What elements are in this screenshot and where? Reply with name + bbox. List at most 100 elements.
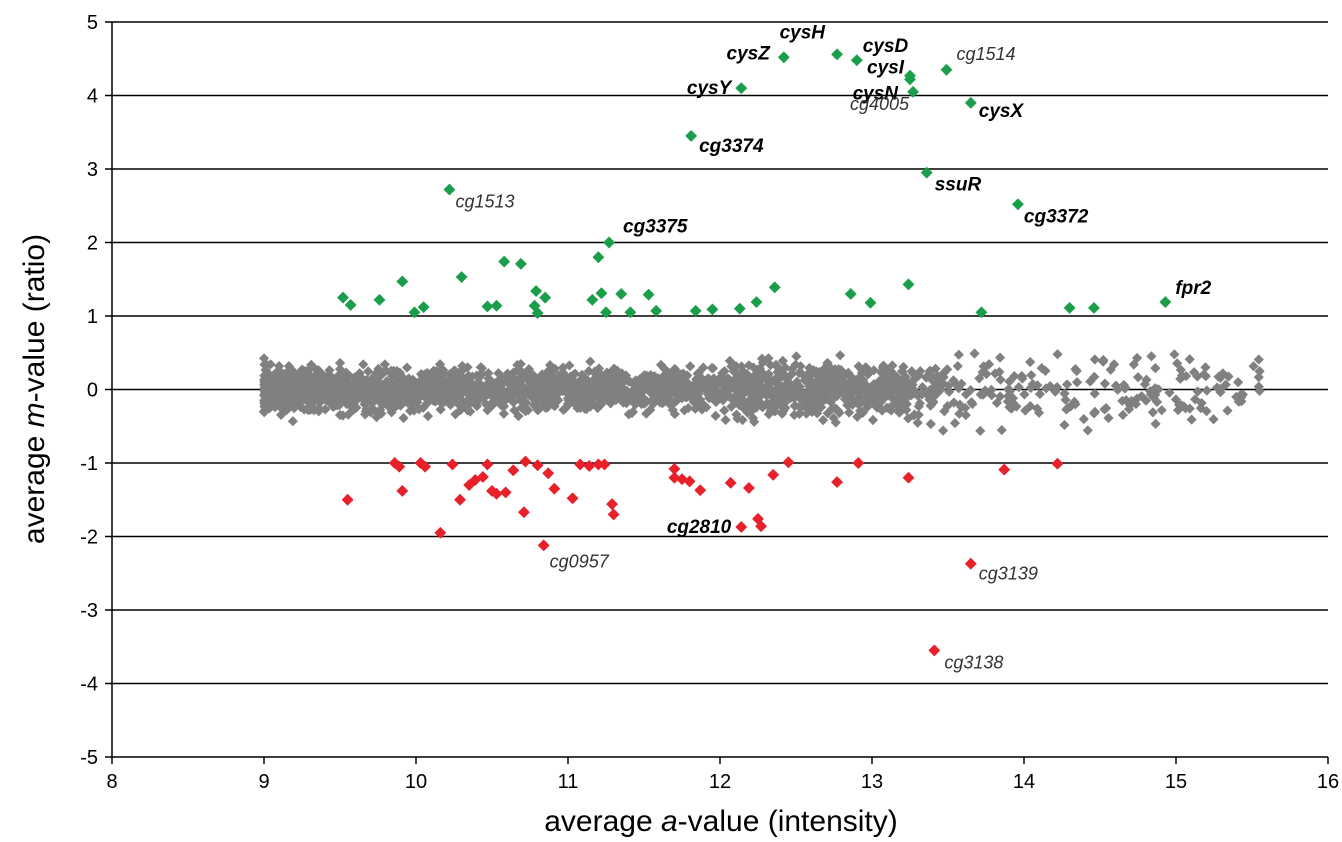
- gene-label: ssuR: [935, 175, 982, 196]
- neutral-point: [416, 388, 427, 399]
- down-point: [782, 456, 795, 469]
- gene-label: cg3139: [979, 564, 1038, 584]
- neutral-point: [1248, 361, 1259, 372]
- up-point: [844, 288, 857, 300]
- neutral-point: [702, 389, 714, 400]
- neutral-point: [711, 388, 722, 399]
- neutral-point: [828, 412, 839, 424]
- neutral-point: [498, 408, 509, 419]
- neutral-point: [538, 384, 549, 395]
- neutral-point: [1089, 408, 1100, 419]
- neutral-point: [367, 375, 378, 386]
- neutral-point: [910, 386, 921, 397]
- neutral-point: [1201, 385, 1212, 396]
- neutral-point: [558, 367, 569, 379]
- neutral-point: [408, 393, 419, 404]
- neutral-point: [698, 362, 709, 373]
- neutral-point: [772, 389, 783, 400]
- neutral-point: [334, 399, 345, 411]
- neutral-point: [1045, 381, 1056, 392]
- y-tick-label: -3: [80, 600, 98, 622]
- up-point: [600, 306, 612, 319]
- neutral-point: [1050, 386, 1061, 397]
- neutral-point: [1026, 370, 1037, 381]
- neutral-point: [1184, 354, 1195, 365]
- down-point: [341, 493, 354, 506]
- neutral-point: [685, 361, 696, 372]
- neutral-point: [923, 368, 935, 379]
- up-point: [650, 304, 663, 317]
- neutral-point: [554, 382, 565, 393]
- neutral-point: [1059, 419, 1070, 431]
- neutral-point: [645, 404, 656, 415]
- neutral-point: [365, 389, 376, 401]
- neutral-point: [290, 398, 302, 409]
- up-point: [498, 255, 511, 268]
- up-point-labeled: [940, 63, 953, 76]
- neutral-point: [321, 389, 332, 401]
- down-point: [831, 476, 843, 489]
- neutral-point: [1233, 377, 1244, 388]
- neutral-point: [334, 357, 346, 369]
- neutral-point: [1132, 372, 1144, 383]
- down-point: [517, 506, 530, 519]
- neutral-point: [1175, 373, 1186, 384]
- regulated-points: [337, 48, 1172, 657]
- neutral-point: [682, 377, 693, 389]
- down-point: [566, 492, 579, 505]
- neutral-point: [463, 370, 474, 381]
- neutral-point: [347, 398, 358, 409]
- neutral-point: [516, 402, 527, 413]
- neutral-point: [1025, 356, 1036, 368]
- y-tick-label: 4: [87, 86, 98, 108]
- neutral-point: [1098, 354, 1109, 366]
- neutral-point: [949, 417, 961, 429]
- down-point: [499, 486, 512, 499]
- neutral-point: [989, 368, 1001, 379]
- down-point: [668, 471, 681, 484]
- up-point: [514, 257, 527, 270]
- down-point: [583, 460, 596, 472]
- neutral-point: [262, 378, 273, 390]
- neutral-point: [570, 368, 581, 379]
- neutral-point: [821, 365, 832, 376]
- neutral-point: [466, 383, 477, 394]
- gene-label: cysI: [867, 58, 905, 79]
- x-tick-label: 15: [1165, 771, 1187, 793]
- neutral-point: [751, 379, 762, 390]
- neutral-point: [726, 393, 737, 404]
- neutral-point: [286, 391, 297, 402]
- up-point: [481, 300, 494, 313]
- neutral-point: [1253, 354, 1264, 365]
- down-point: [446, 458, 459, 471]
- up-point: [615, 288, 628, 300]
- neutral-point: [290, 373, 301, 384]
- down-point-labeled: [735, 521, 748, 533]
- up-point: [706, 303, 719, 316]
- x-tick-label: 10: [405, 771, 427, 793]
- down-point: [531, 459, 544, 472]
- neutral-point: [327, 382, 339, 393]
- neutral-point: [502, 368, 513, 379]
- neutral-point: [379, 359, 390, 370]
- neutral-point: [798, 388, 809, 400]
- neutral-point: [773, 381, 785, 393]
- neutral-point: [1071, 377, 1083, 388]
- neutral-point: [832, 405, 843, 416]
- up-point: [586, 293, 599, 306]
- down-point: [852, 457, 865, 469]
- neutral-point: [304, 363, 315, 375]
- down-point: [393, 460, 406, 473]
- neutral-point: [986, 384, 997, 395]
- up-point: [531, 307, 544, 319]
- up-point-labeled: [850, 54, 863, 67]
- neutral-point: [283, 371, 294, 383]
- down-point: [1051, 457, 1064, 470]
- neutral-point: [956, 402, 967, 413]
- neutral-point: [398, 412, 409, 424]
- neutral-point: [925, 418, 936, 430]
- neutral-point: [558, 404, 569, 415]
- neutral-point: [506, 390, 517, 401]
